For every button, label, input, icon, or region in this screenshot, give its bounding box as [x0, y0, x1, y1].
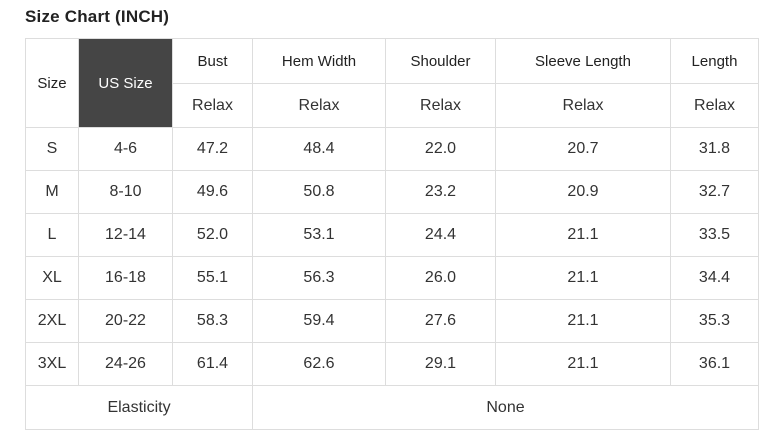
- table-row-l: L 12-14 52.0 53.1 24.4 21.1 33.5: [25, 213, 759, 257]
- value-cell-hem-width: 48.4: [252, 127, 386, 171]
- fit-cell-sleeve-length: Relax: [495, 83, 671, 128]
- us-size-cell: 24-26: [78, 342, 173, 386]
- table-row-xl: XL 16-18 55.1 56.3 26.0 21.1 34.4: [25, 256, 759, 300]
- value-cell-hem-width: 50.8: [252, 170, 386, 214]
- value-cell-bust: 52.0: [172, 213, 253, 257]
- size-cell: 2XL: [25, 299, 79, 343]
- column-header-bust: Bust: [172, 38, 253, 84]
- table-row-3xl: 3XL 24-26 61.4 62.6 29.1 21.1 36.1: [25, 342, 759, 386]
- value-cell-bust: 55.1: [172, 256, 253, 300]
- value-cell-hem-width: 62.6: [252, 342, 386, 386]
- table-footer-row: Elasticity None: [25, 385, 759, 430]
- value-cell-shoulder: 27.6: [385, 299, 496, 343]
- column-header-sleeve-length: Sleeve Length: [495, 38, 671, 84]
- value-cell-sleeve-length: 21.1: [495, 342, 671, 386]
- value-cell-sleeve-length: 20.9: [495, 170, 671, 214]
- header-row-fit: Relax Relax Relax Relax Relax: [26, 83, 759, 128]
- value-cell-shoulder: 22.0: [385, 127, 496, 171]
- us-size-cell: 8-10: [78, 170, 173, 214]
- value-cell-shoulder: 24.4: [385, 213, 496, 257]
- size-cell: M: [25, 170, 79, 214]
- value-cell-bust: 47.2: [172, 127, 253, 171]
- us-size-cell: 12-14: [78, 213, 173, 257]
- table-row-s: S 4-6 47.2 48.4 22.0 20.7 31.8: [25, 127, 759, 171]
- size-cell: 3XL: [25, 342, 79, 386]
- value-cell-hem-width: 59.4: [252, 299, 386, 343]
- elasticity-label-cell: Elasticity: [25, 385, 253, 430]
- value-cell-hem-width: 56.3: [252, 256, 386, 300]
- value-cell-bust: 49.6: [172, 170, 253, 214]
- fit-cell-hem-width: Relax: [252, 83, 386, 128]
- column-header-hem-width: Hem Width: [252, 38, 386, 84]
- column-header-us-size: US Size: [78, 38, 173, 128]
- value-cell-hem-width: 53.1: [252, 213, 386, 257]
- value-cell-length: 36.1: [670, 342, 759, 386]
- value-cell-sleeve-length: 21.1: [495, 299, 671, 343]
- value-cell-shoulder: 29.1: [385, 342, 496, 386]
- size-cell: L: [25, 213, 79, 257]
- us-size-cell: 4-6: [78, 127, 173, 171]
- value-cell-length: 35.3: [670, 299, 759, 343]
- value-cell-shoulder: 26.0: [385, 256, 496, 300]
- fit-cell-shoulder: Relax: [385, 83, 496, 128]
- value-cell-bust: 58.3: [172, 299, 253, 343]
- value-cell-length: 32.7: [670, 170, 759, 214]
- size-cell: S: [25, 127, 79, 171]
- value-cell-sleeve-length: 21.1: [495, 213, 671, 257]
- page-title: Size Chart (INCH): [25, 7, 170, 26]
- column-header-size: Size: [25, 38, 79, 128]
- us-size-cell: 20-22: [78, 299, 173, 343]
- table-row-2xl: 2XL 20-22 58.3 59.4 27.6 21.1 35.3: [25, 299, 759, 343]
- elasticity-value-cell: None: [252, 385, 759, 430]
- column-header-length: Length: [670, 38, 759, 84]
- value-cell-shoulder: 23.2: [385, 170, 496, 214]
- size-cell: XL: [25, 256, 79, 300]
- value-cell-bust: 61.4: [172, 342, 253, 386]
- size-chart-table: Size US Size Bust Hem Width Shoulder Sle…: [25, 38, 759, 430]
- fit-cell-length: Relax: [670, 83, 759, 128]
- table-row-m: M 8-10 49.6 50.8 23.2 20.9 32.7: [25, 170, 759, 214]
- value-cell-sleeve-length: 20.7: [495, 127, 671, 171]
- value-cell-length: 34.4: [670, 256, 759, 300]
- value-cell-length: 31.8: [670, 127, 759, 171]
- column-header-shoulder: Shoulder: [385, 38, 496, 84]
- fit-cell-bust: Relax: [172, 83, 253, 128]
- value-cell-sleeve-length: 21.1: [495, 256, 671, 300]
- us-size-cell: 16-18: [78, 256, 173, 300]
- value-cell-length: 33.5: [670, 213, 759, 257]
- header-row-measures: Size US Size Bust Hem Width Shoulder Sle…: [25, 38, 759, 128]
